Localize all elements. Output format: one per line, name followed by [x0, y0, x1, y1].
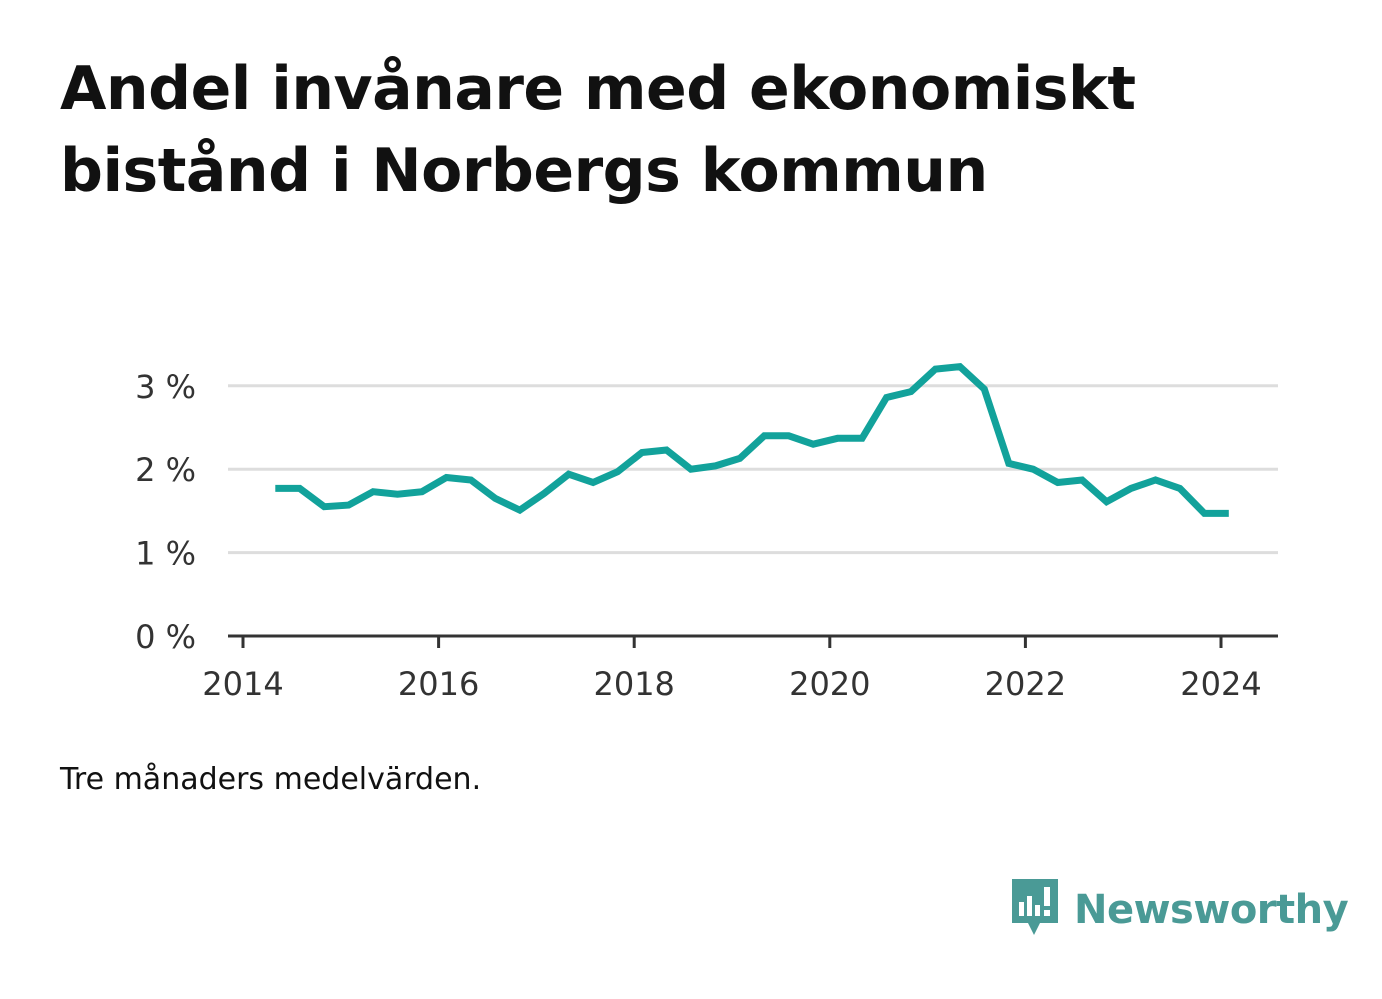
series-layer	[275, 362, 1229, 517]
y-tick-label: 3 %	[135, 368, 196, 406]
series-line	[275, 362, 1229, 517]
axis-layer: 0 % 1 % 2 % 3 % 2014 2016 2018 2020 2022 2024	[135, 368, 1278, 703]
x-tick-label: 2016	[398, 665, 479, 703]
x-tick-label: 2020	[789, 665, 870, 703]
x-tick-label: 2014	[202, 665, 283, 703]
grid-layer	[228, 384, 1278, 555]
newsworthy-logo[interactable]: Newsworthy	[1010, 877, 1349, 943]
y-tick-label: 1 %	[135, 535, 196, 573]
chart-note: Tre månaders medelvärden.	[60, 762, 482, 797]
newsworthy-logo-icon	[1010, 877, 1060, 943]
x-tick-label: 2024	[1180, 665, 1261, 703]
x-tick-label: 2022	[985, 665, 1066, 703]
y-tick-label: 0 %	[135, 618, 196, 656]
y-tick-label: 2 %	[135, 451, 196, 489]
brand-name: Newsworthy	[1074, 887, 1349, 933]
chart-title: Andel invånare med ekonomiskt bistånd i …	[60, 54, 1136, 206]
x-tick-label: 2018	[593, 665, 674, 703]
